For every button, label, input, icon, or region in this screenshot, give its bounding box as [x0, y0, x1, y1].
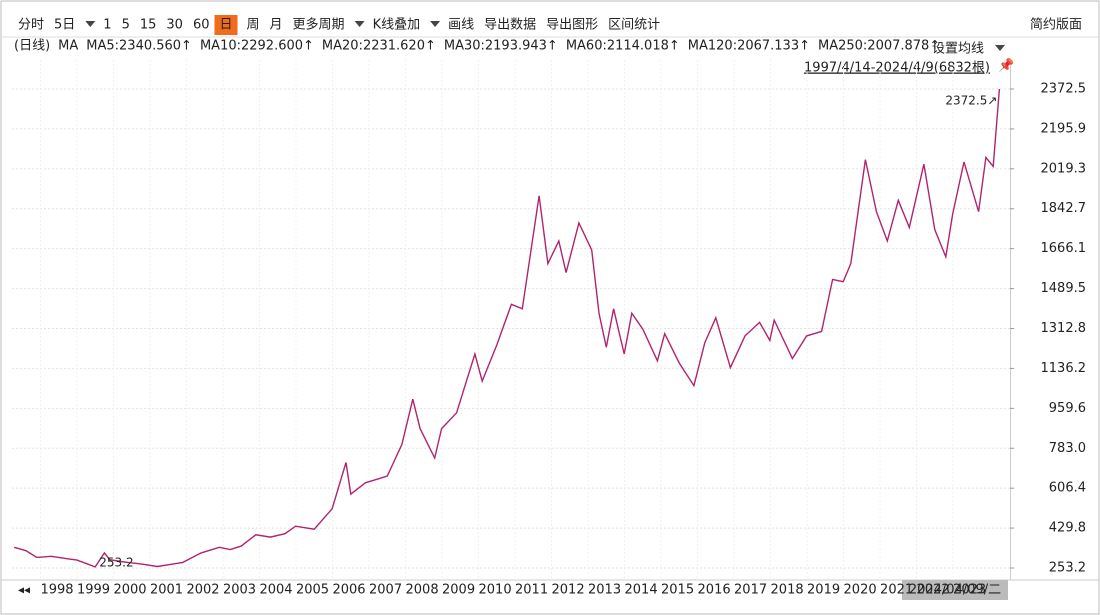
- y-tick-label: 1842.7: [1041, 201, 1087, 216]
- y-tick-label: 1136.2: [1041, 361, 1087, 376]
- toolbar-item[interactable]: 导出数据: [484, 18, 536, 33]
- ma-legend-item: MA10:2292.600↑: [200, 39, 314, 54]
- price-line: [14, 88, 1001, 568]
- x-tick-label: 2019: [807, 583, 840, 598]
- x-tick-label: 2022: [917, 583, 950, 598]
- x-tick-label: 2014: [625, 583, 658, 598]
- dropdown-arrow: [995, 45, 1005, 51]
- x-tick-label: 2002: [186, 583, 219, 598]
- x-tick-label: 2017: [734, 583, 767, 598]
- toolbar-item[interactable]: 周: [247, 18, 260, 33]
- axis-divider: [1010, 60, 1011, 580]
- y-tick-label: 783.0: [1049, 441, 1086, 456]
- ma-legend-item: (日线): [14, 39, 50, 54]
- toolbar-item[interactable]: 5日: [54, 18, 75, 33]
- toolbar-item[interactable]: 60: [193, 18, 210, 33]
- scroll-left[interactable]: ◂◂: [18, 583, 30, 597]
- x-tick-label: 2005: [296, 583, 329, 598]
- y-tick-label: 1489.5: [1041, 281, 1087, 296]
- x-tick-label: 2016: [698, 583, 731, 598]
- y-tick-label: 959.6: [1049, 401, 1086, 416]
- x-tick-label: 2001: [150, 583, 183, 598]
- ma-legend-item: MA30:2193.943↑: [444, 39, 558, 54]
- toolbar-item[interactable]: 导出图形: [546, 18, 598, 33]
- ma-legend-item: MA5:2340.560↑: [86, 39, 192, 54]
- y-tick-label: 606.4: [1049, 481, 1086, 496]
- y-tick-label: 1666.1: [1041, 241, 1087, 256]
- x-tick-label: 2018: [771, 583, 804, 598]
- toolbar-item[interactable]: 画线: [448, 18, 474, 33]
- x-tick-label: 2020: [844, 583, 877, 598]
- high-annotation: 2372.5↗: [945, 93, 997, 107]
- ma-legend-item: MA: [58, 39, 78, 54]
- x-tick-label: 2007: [369, 583, 402, 598]
- cursor-date: 2024/04/09/二: [909, 583, 1001, 598]
- x-tick-label: 2013: [588, 583, 621, 598]
- cursor-date-box: [902, 580, 1008, 600]
- x-tick-label: 2012: [552, 583, 585, 598]
- toolbar-item[interactable]: 分时: [18, 18, 44, 33]
- y-tick-label: 253.2: [1049, 561, 1086, 576]
- toolbar-item[interactable]: 日: [220, 18, 233, 33]
- ma-legend: (日线) MA MA5:2340.560↑ MA10:2292.600↑ MA20:22…: [14, 39, 940, 54]
- ma-legend-item: MA20:2231.620↑: [322, 39, 436, 54]
- x-tick-label: 2009: [442, 583, 475, 598]
- ma-legend-item: MA250:2007.878↑: [818, 39, 940, 54]
- toolbar: 分时 5日 1 5 15 30 60 日周月更多周期 K线叠加 画线 导出数据 导出图形 区间统计: [18, 15, 660, 35]
- x-tick-label: 2000: [113, 583, 146, 598]
- range-label: 1997/4/14-2024/4/9(6832根): [804, 61, 990, 76]
- x-tick-label: 2015: [661, 583, 694, 598]
- y-tick-label: 429.8: [1049, 521, 1086, 536]
- toolbar-item[interactable]: K线叠加: [373, 18, 421, 33]
- dropdown-arrow: [354, 21, 365, 27]
- toolbar-item[interactable]: 区间统计: [608, 18, 660, 33]
- y-tick-label: 2372.5: [1041, 81, 1087, 96]
- ma-legend-item: MA120:2067.133↑: [688, 39, 810, 54]
- x-tick-label: 2010: [479, 583, 512, 598]
- toolbar-item[interactable]: 1: [103, 18, 111, 33]
- ma-setting[interactable]: 设置均线: [932, 42, 984, 57]
- toolbar-item[interactable]: 15: [140, 18, 157, 33]
- x-tick-label: 2021: [880, 583, 913, 598]
- x-tick-label: 2003: [223, 583, 256, 598]
- toolbar-item[interactable]: 月: [270, 18, 283, 33]
- x-tick-label: 1998: [40, 583, 73, 598]
- x-tick-label: 2004: [259, 583, 292, 598]
- x-tick-label: 2011: [515, 583, 548, 598]
- pin-icon[interactable]: 📌: [998, 57, 1014, 74]
- y-tick-label: 1312.8: [1041, 321, 1087, 336]
- toolbar-item[interactable]: 更多周期: [293, 17, 345, 33]
- dropdown-arrow: [430, 21, 441, 27]
- toolbar-item[interactable]: 30: [166, 18, 183, 33]
- x-tick-label: 2006: [332, 583, 365, 598]
- dropdown-arrow: [85, 21, 96, 27]
- toolbar-item[interactable]: 5: [122, 18, 130, 33]
- low-annotation: 253.2: [99, 555, 133, 569]
- y-tick-label: 2195.9: [1041, 121, 1087, 136]
- x-tick-label: 2008: [406, 583, 439, 598]
- x-tick-label: 2023: [953, 583, 986, 598]
- x-tick-label: 1999: [77, 583, 110, 598]
- layout-button[interactable]: 简约版面: [1030, 17, 1082, 33]
- y-tick-label: 2019.3: [1041, 161, 1087, 176]
- selected-bg: [214, 15, 238, 35]
- ma-legend-item: MA60:2114.018↑: [566, 39, 680, 54]
